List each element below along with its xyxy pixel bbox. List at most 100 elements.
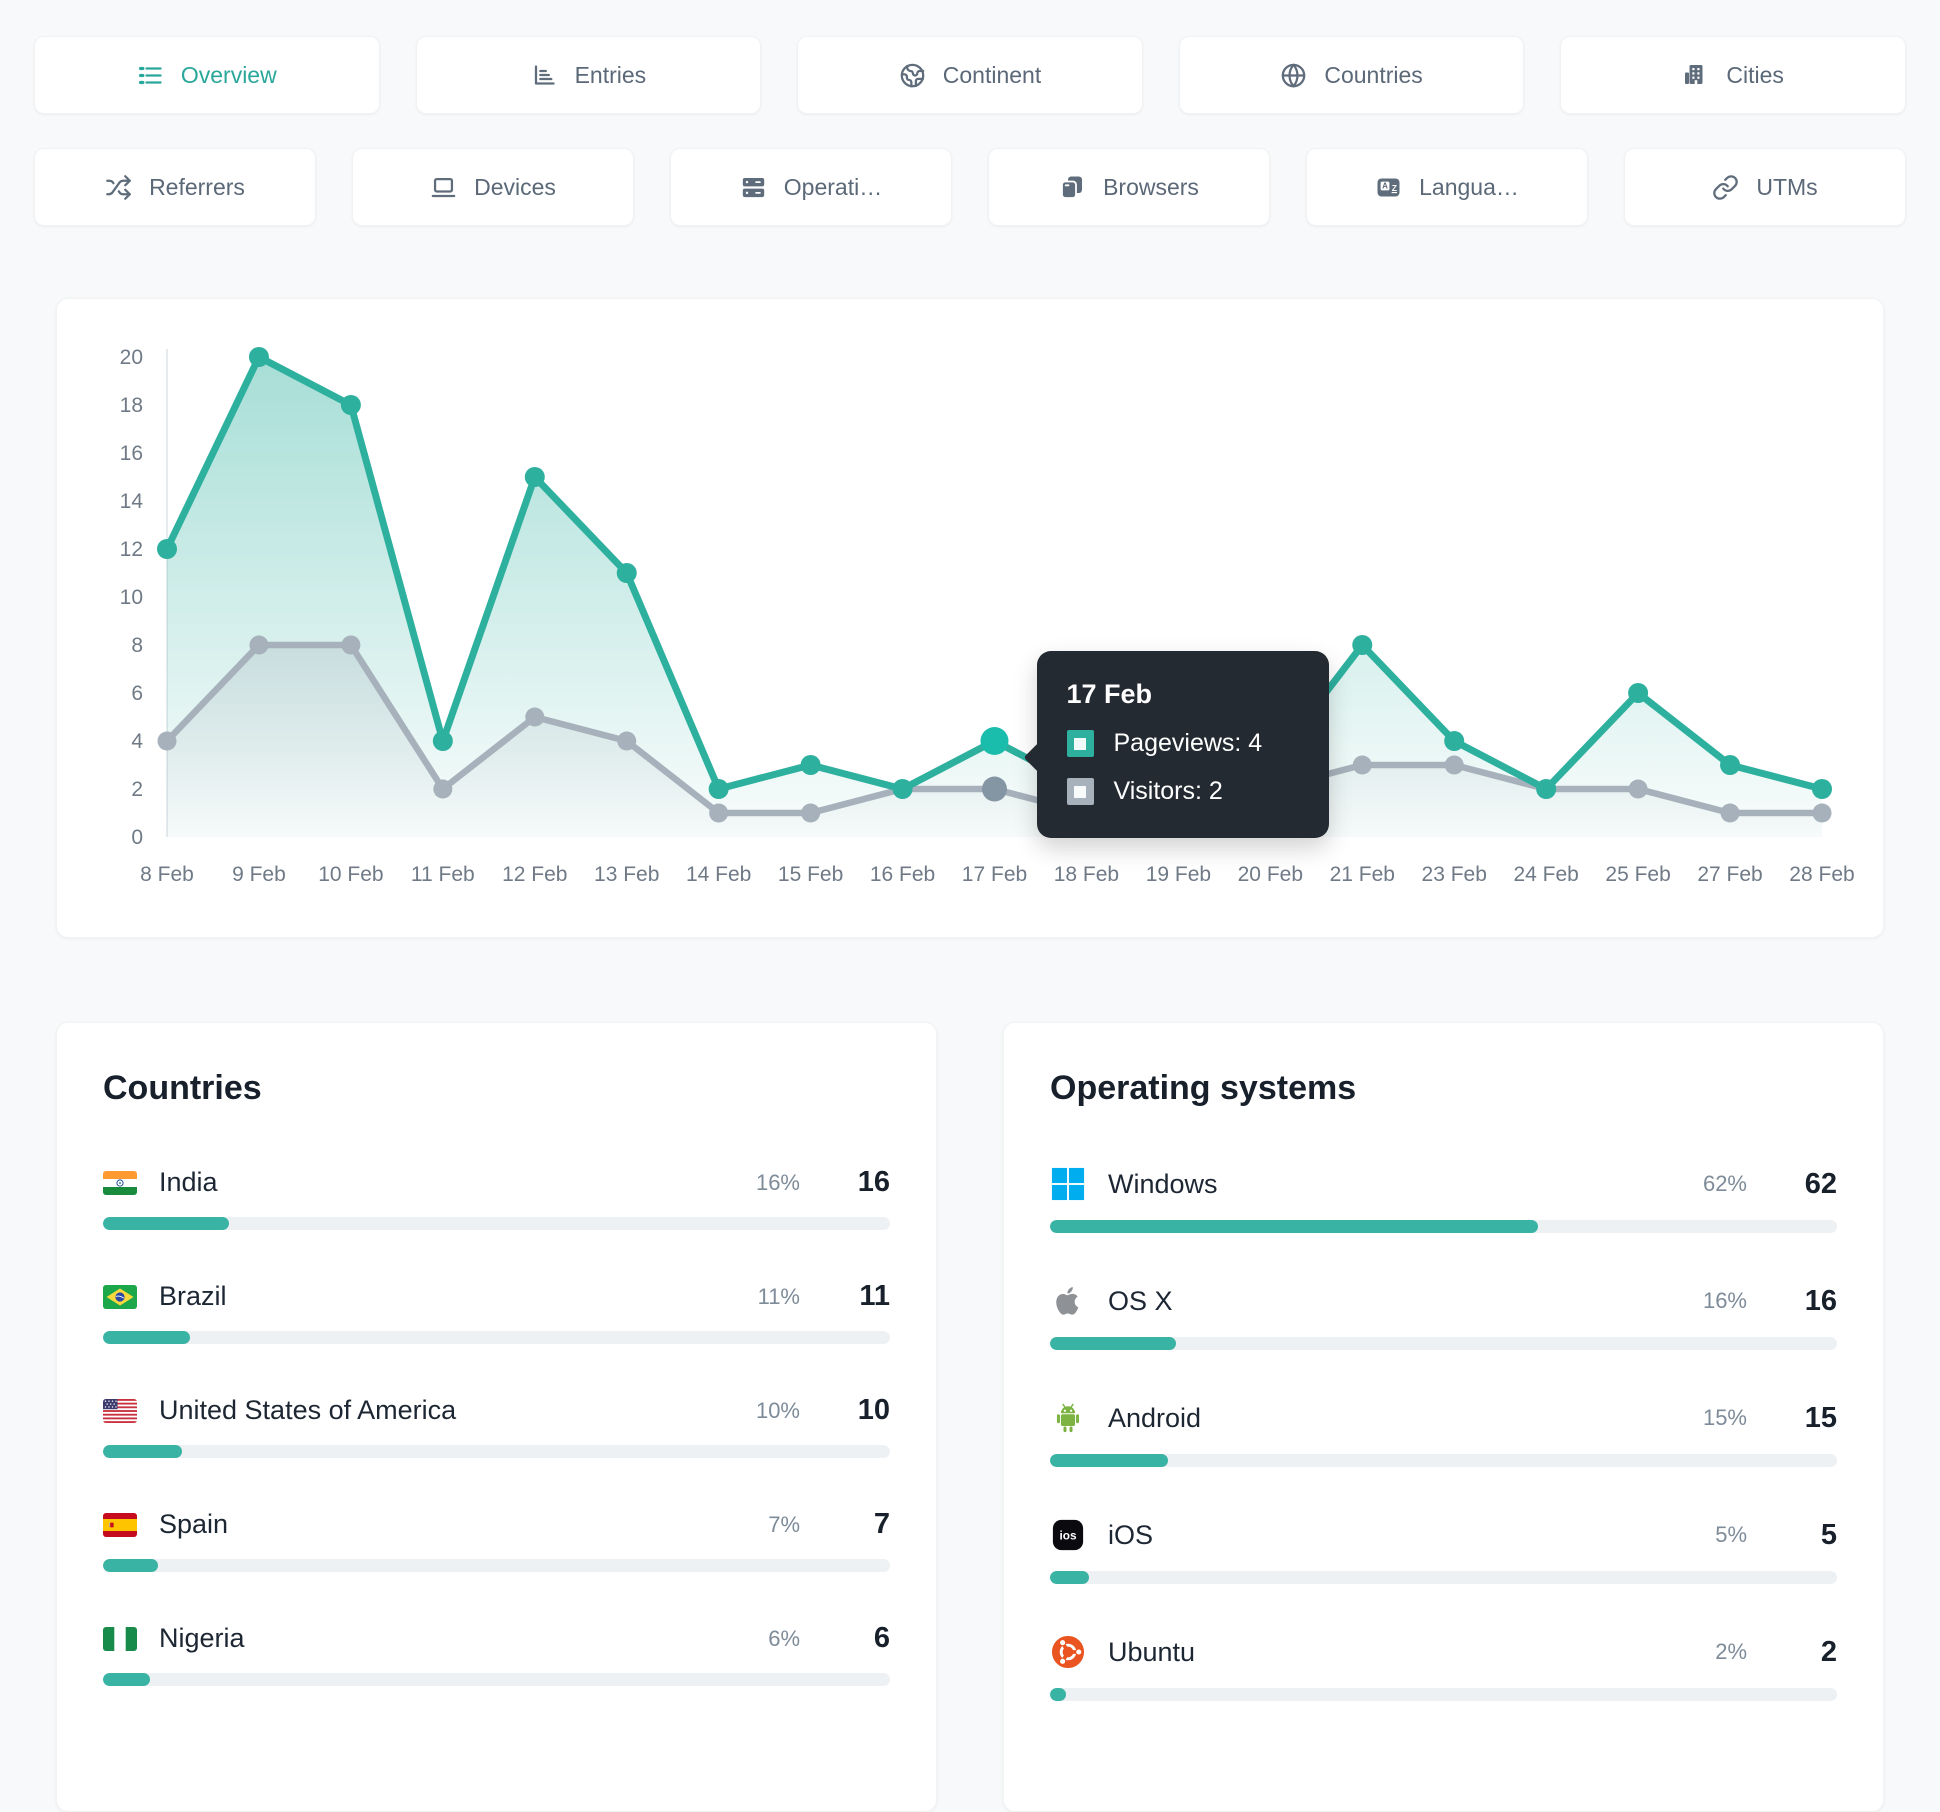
- country-row[interactable]: Brazil 11% 11: [103, 1280, 890, 1345]
- pageviews-point[interactable]: [248, 347, 269, 367]
- visitors-point[interactable]: [249, 635, 269, 655]
- y-axis-label: 12: [120, 538, 143, 561]
- chart-tooltip: 17 Feb Pageviews: 4 Visitors: 2: [1023, 651, 1329, 838]
- operating-system-row[interactable]: ios iOS 5% 5: [1050, 1517, 1837, 1585]
- x-axis-label: 24 Feb: [1513, 863, 1578, 886]
- tab-languages[interactable]: A Z Langua…: [1306, 148, 1588, 226]
- pageviews-point[interactable]: [1536, 779, 1557, 799]
- tooltip-date: 17 Feb: [1066, 679, 1153, 709]
- visitors-point[interactable]: [1628, 779, 1648, 799]
- visitors-point[interactable]: [617, 731, 637, 751]
- visitors-point[interactable]: [157, 731, 177, 751]
- tab-label: Browsers: [1103, 173, 1199, 200]
- ubuntu-icon: [1050, 1634, 1086, 1670]
- y-axis-label: 0: [131, 826, 143, 849]
- tab-label: Continent: [942, 61, 1042, 88]
- tab-label: Overview: [180, 61, 277, 88]
- row-percent: 15%: [1702, 1405, 1747, 1431]
- tab-utms[interactable]: UTMs: [1624, 148, 1906, 226]
- traffic-line-chart[interactable]: 0 2 4 6 8 10 12 14 16 18 20 8 Feb 9 Feb 10 Feb 11 Feb 1…: [97, 299, 1867, 899]
- pageviews-point[interactable]: [432, 731, 453, 751]
- tabs-row-secondary: Referrers Devices Opera: [0, 148, 1940, 226]
- visitors-point[interactable]: [709, 803, 729, 823]
- pageviews-point[interactable]: [1812, 779, 1832, 799]
- x-axis-label: 27 Feb: [1697, 863, 1762, 886]
- usage-bar: [1050, 1688, 1837, 1702]
- series-swatch-inner: [1074, 737, 1086, 750]
- row-name: Nigeria: [159, 1623, 245, 1654]
- countries-panel-title: Countries: [103, 1069, 262, 1107]
- pageviews-point[interactable]: [1444, 731, 1465, 751]
- tab-devices[interactable]: Devices: [352, 148, 634, 226]
- x-axis-label: 14 Feb: [686, 863, 751, 886]
- country-row[interactable]: Spain 7% 7: [103, 1508, 890, 1573]
- operating-system-row[interactable]: OS X 16% 16: [1050, 1283, 1837, 1351]
- row-name: United States of America: [159, 1395, 457, 1426]
- tab-referrers[interactable]: Referrers: [34, 148, 316, 226]
- row-name: Windows: [1108, 1168, 1218, 1199]
- pageviews-point[interactable]: [1352, 635, 1373, 655]
- visitors-point[interactable]: [433, 779, 453, 799]
- tooltip-series-value: Visitors: 2: [1113, 777, 1223, 805]
- pageviews-point[interactable]: [1628, 683, 1649, 703]
- os-panel-title: Operating systems: [1050, 1069, 1357, 1107]
- x-axis-label: 9 Feb: [232, 863, 286, 886]
- windows-icon: [1050, 1166, 1086, 1202]
- flag-usa-icon: [103, 1398, 137, 1423]
- tab-overview[interactable]: Overview: [34, 36, 380, 114]
- tab-browsers[interactable]: Browsers: [988, 148, 1270, 226]
- buildings-icon: [1682, 62, 1709, 89]
- visitors-point[interactable]: [341, 635, 361, 655]
- pageviews-point[interactable]: [980, 727, 1009, 755]
- usage-bar-fill: [103, 1673, 151, 1687]
- pageviews-point[interactable]: [340, 395, 361, 415]
- shuffle-icon: [105, 174, 132, 201]
- tab-cities[interactable]: Cities: [1560, 36, 1906, 114]
- laptop-icon: [430, 174, 457, 201]
- pageviews-point[interactable]: [524, 467, 545, 487]
- x-axis-label: 19 Feb: [1146, 863, 1211, 886]
- tab-operating-systems[interactable]: Operati…: [670, 148, 952, 226]
- row-count: 15: [1804, 1401, 1837, 1434]
- operating-system-row[interactable]: Windows 62% 62: [1050, 1166, 1837, 1234]
- row-head: Windows 62% 62: [1050, 1166, 1837, 1202]
- usage-bar-fill: [1050, 1454, 1169, 1468]
- bar-chart-icon: [531, 62, 558, 89]
- row-count: 16: [857, 1166, 890, 1199]
- visitors-point[interactable]: [1812, 803, 1832, 823]
- tab-continent[interactable]: Continent: [797, 36, 1143, 114]
- tab-entries[interactable]: Entries: [415, 36, 762, 114]
- row-percent: 16%: [755, 1169, 800, 1195]
- pageviews-point[interactable]: [708, 779, 729, 799]
- tab-label: Countries: [1324, 61, 1423, 88]
- x-axis-label: 10 Feb: [318, 863, 383, 886]
- pageviews-point[interactable]: [800, 755, 821, 775]
- y-axis-label: 4: [131, 730, 143, 753]
- country-row[interactable]: India 16% 16: [103, 1166, 890, 1231]
- row-count: 16: [1804, 1284, 1837, 1317]
- visitors-point[interactable]: [1352, 755, 1372, 775]
- visitors-point[interactable]: [1444, 755, 1464, 775]
- visitors-point[interactable]: [525, 707, 545, 727]
- operating-system-row[interactable]: Android 15% 15: [1050, 1400, 1837, 1468]
- country-row[interactable]: United States of America 10% 10: [103, 1394, 890, 1459]
- svg-text:A: A: [1382, 181, 1388, 190]
- pageviews-point[interactable]: [892, 779, 913, 799]
- visitors-point[interactable]: [1720, 803, 1740, 823]
- pageviews-point[interactable]: [1720, 755, 1741, 775]
- x-axis-label: 20 Feb: [1238, 863, 1303, 886]
- country-row[interactable]: Nigeria 6% 6: [103, 1622, 890, 1687]
- usage-bar-fill: [103, 1445, 182, 1459]
- usage-bar-fill: [103, 1217, 229, 1231]
- operating-system-row[interactable]: Ubuntu 2% 2: [1050, 1634, 1837, 1702]
- visitors-point[interactable]: [982, 776, 1007, 802]
- row-percent: 6%: [768, 1625, 800, 1651]
- earth-icon: [899, 62, 926, 89]
- tab-countries[interactable]: Countries: [1178, 36, 1525, 114]
- row-name: Ubuntu: [1108, 1636, 1196, 1667]
- row-head: Nigeria 6% 6: [103, 1622, 890, 1655]
- row-name: iOS: [1108, 1519, 1154, 1550]
- pageviews-point[interactable]: [616, 563, 637, 583]
- pageviews-point[interactable]: [157, 539, 177, 559]
- visitors-point[interactable]: [801, 803, 821, 823]
